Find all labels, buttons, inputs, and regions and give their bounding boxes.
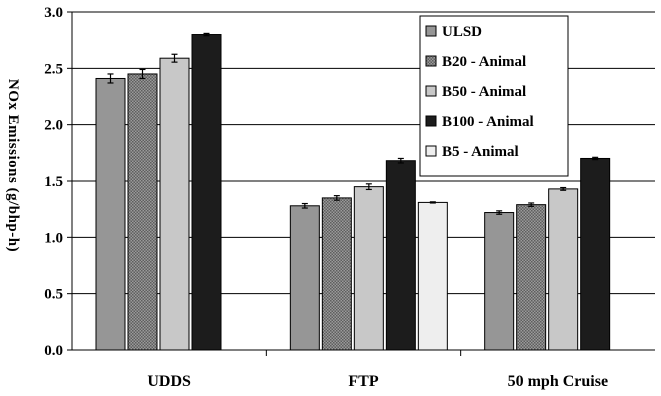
x-tick-label: 50 mph Cruise bbox=[508, 373, 608, 390]
bar bbox=[353, 186, 384, 351]
y-tick-label: 1.0 bbox=[44, 230, 63, 246]
y-tick-label: 1.5 bbox=[44, 174, 63, 190]
legend-box bbox=[419, 15, 569, 177]
legend-swatch bbox=[425, 115, 437, 127]
bar bbox=[385, 160, 416, 351]
bar bbox=[95, 77, 126, 351]
bar bbox=[516, 204, 547, 351]
y-tick-label: 0.5 bbox=[44, 287, 63, 303]
y-axis-label: NOx Emissions (g/bhp-h) bbox=[5, 78, 22, 252]
y-tick-label: 2.0 bbox=[44, 118, 63, 134]
bar bbox=[191, 34, 222, 351]
bar bbox=[484, 212, 515, 351]
bar bbox=[159, 57, 190, 351]
y-tick-label: 2.5 bbox=[44, 61, 63, 77]
y-tick-label: 0.0 bbox=[44, 343, 63, 359]
legend-label: B5 - Animal bbox=[442, 144, 519, 160]
bar bbox=[289, 205, 320, 351]
legend-swatch bbox=[425, 85, 437, 97]
bar bbox=[580, 157, 611, 351]
legend-swatch bbox=[425, 55, 437, 67]
x-tick-label: UDDS bbox=[147, 373, 191, 390]
legend-label: B50 - Animal bbox=[442, 84, 526, 100]
bar bbox=[321, 197, 352, 351]
legend-label: B20 - Animal bbox=[442, 54, 526, 70]
legend-swatch bbox=[425, 145, 437, 157]
legend-label: B100 - Animal bbox=[442, 114, 534, 130]
legend: ULSD B20 - Animal B50 - Animal B100 - Anima… bbox=[419, 15, 569, 177]
legend-label: ULSD bbox=[442, 24, 482, 40]
bar bbox=[127, 73, 158, 351]
x-tick-label: FTP bbox=[348, 373, 378, 390]
bar bbox=[417, 201, 448, 351]
bar bbox=[548, 188, 579, 351]
y-tick-label: 3.0 bbox=[44, 5, 63, 21]
axes-group: 0.0 0.5 1.0 1.5 2.0 2.5 3.0 UDDS FTP 50 mph Cruis… bbox=[44, 5, 655, 390]
legend-swatch bbox=[425, 25, 437, 37]
bars-group bbox=[95, 32, 611, 351]
